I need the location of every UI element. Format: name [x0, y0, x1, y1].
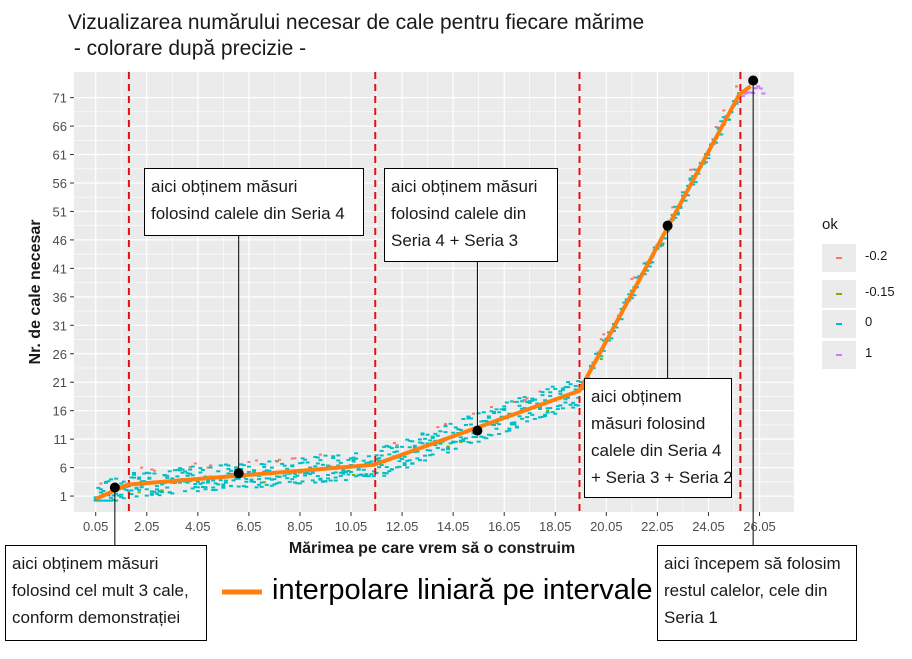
x-tick-label: 26.05: [743, 519, 776, 534]
x-tick-label: 22.05: [641, 519, 674, 534]
y-tick-label: 41: [53, 261, 67, 276]
annotation-connectors: [114, 80, 754, 545]
y-tick-label: 21: [53, 375, 67, 390]
x-tick-label: 8.05: [287, 519, 312, 534]
x-tick-label: 2.05: [134, 519, 159, 534]
annotation-line: aici obținem: [591, 387, 682, 406]
chart-title: Vizualizarea numărului necesar de cale p…: [68, 11, 645, 34]
legend-label-0: 0: [865, 314, 873, 329]
annotation-seria432: aici obținem măsuri folosind calele din …: [584, 378, 733, 498]
y-tick-label: 36: [53, 290, 67, 305]
x-tick-label: 20.05: [590, 519, 623, 534]
y-tick-label: 16: [53, 404, 67, 419]
chart-subtitle: - colorare după precizie -: [68, 37, 307, 60]
annotation-line: folosind calele din: [391, 204, 527, 223]
x-tick-label: 18.05: [539, 519, 572, 534]
y-tick-label: 46: [53, 233, 67, 248]
annotation-max3: aici obținem măsuri folosind cel mult 3 …: [5, 545, 207, 641]
x-tick-label: 4.05: [185, 519, 210, 534]
annotation-line: aici obținem măsuri: [151, 177, 298, 196]
x-tick-label: 16.05: [488, 519, 521, 534]
legend-label-neg015: -0.15: [865, 284, 895, 299]
legend-title: ok: [822, 216, 838, 233]
y-tick-label: 71: [53, 91, 67, 106]
legend-label-neg02: -0.2: [865, 248, 888, 263]
y-axis-label: Nr. de cale necesar: [27, 220, 44, 365]
annotation-line: folosind cel mult 3 cale,: [12, 581, 189, 600]
annotation-line: aici obținem măsuri: [12, 554, 159, 573]
x-tick-label: 6.05: [236, 519, 261, 534]
y-tick-label: 61: [53, 148, 67, 163]
x-tick-label: 0.05: [83, 519, 108, 534]
legend-keys: [822, 244, 856, 369]
annotation-line: aici începem să folosim: [664, 554, 841, 573]
annotation-line: folosind calele din Seria 4: [151, 204, 345, 223]
annotation-seria1: aici începem să folosim restul calelor, …: [657, 545, 857, 641]
annotation-line: măsuri folosind: [591, 414, 706, 433]
annotation-line: conform demonstrației: [12, 608, 181, 627]
annotation-line: Seria 4 + Seria 3: [391, 231, 519, 250]
annotation-line: aici obținem măsuri: [391, 177, 538, 196]
x-axis-ticks: 0.05 2.05 4.05 6.05 8.05 10.05 12.05 14.05 16.05…: [83, 512, 776, 534]
y-tick-label: 1: [60, 489, 67, 504]
annotation-line: + Seria 3 + Seria 2: [591, 468, 733, 487]
x-tick-label: 12.05: [386, 519, 419, 534]
boundary-lines: [127, 72, 742, 512]
y-tick-label: 26: [53, 347, 67, 362]
annotation-line: Seria 1: [664, 608, 718, 627]
y-tick-label: 31: [53, 318, 67, 333]
interpolation-legend-label: interpolare liniară pe intervale: [272, 574, 653, 606]
annotation-line: calele din Seria 4: [591, 441, 722, 460]
y-tick-label: 6: [60, 461, 67, 476]
x-tick-label: 14.05: [437, 519, 470, 534]
x-axis-label: Mărimea pe care vrem să o construim: [289, 540, 575, 557]
annotation-line: restul calelor, cele din: [664, 581, 828, 600]
y-tick-label: 51: [53, 204, 67, 219]
x-tick-label: 24.05: [692, 519, 725, 534]
annotation-seria43: aici obținem măsuri folosind calele din …: [384, 168, 558, 262]
y-tick-label: 11: [54, 432, 68, 447]
y-tick-label: 66: [53, 119, 67, 134]
x-tick-label: 10.05: [335, 519, 368, 534]
legend-label-1: 1: [865, 345, 873, 360]
y-tick-label: 56: [53, 176, 67, 191]
annotation-seria4: aici obținem măsuri folosind calele din …: [144, 168, 364, 236]
